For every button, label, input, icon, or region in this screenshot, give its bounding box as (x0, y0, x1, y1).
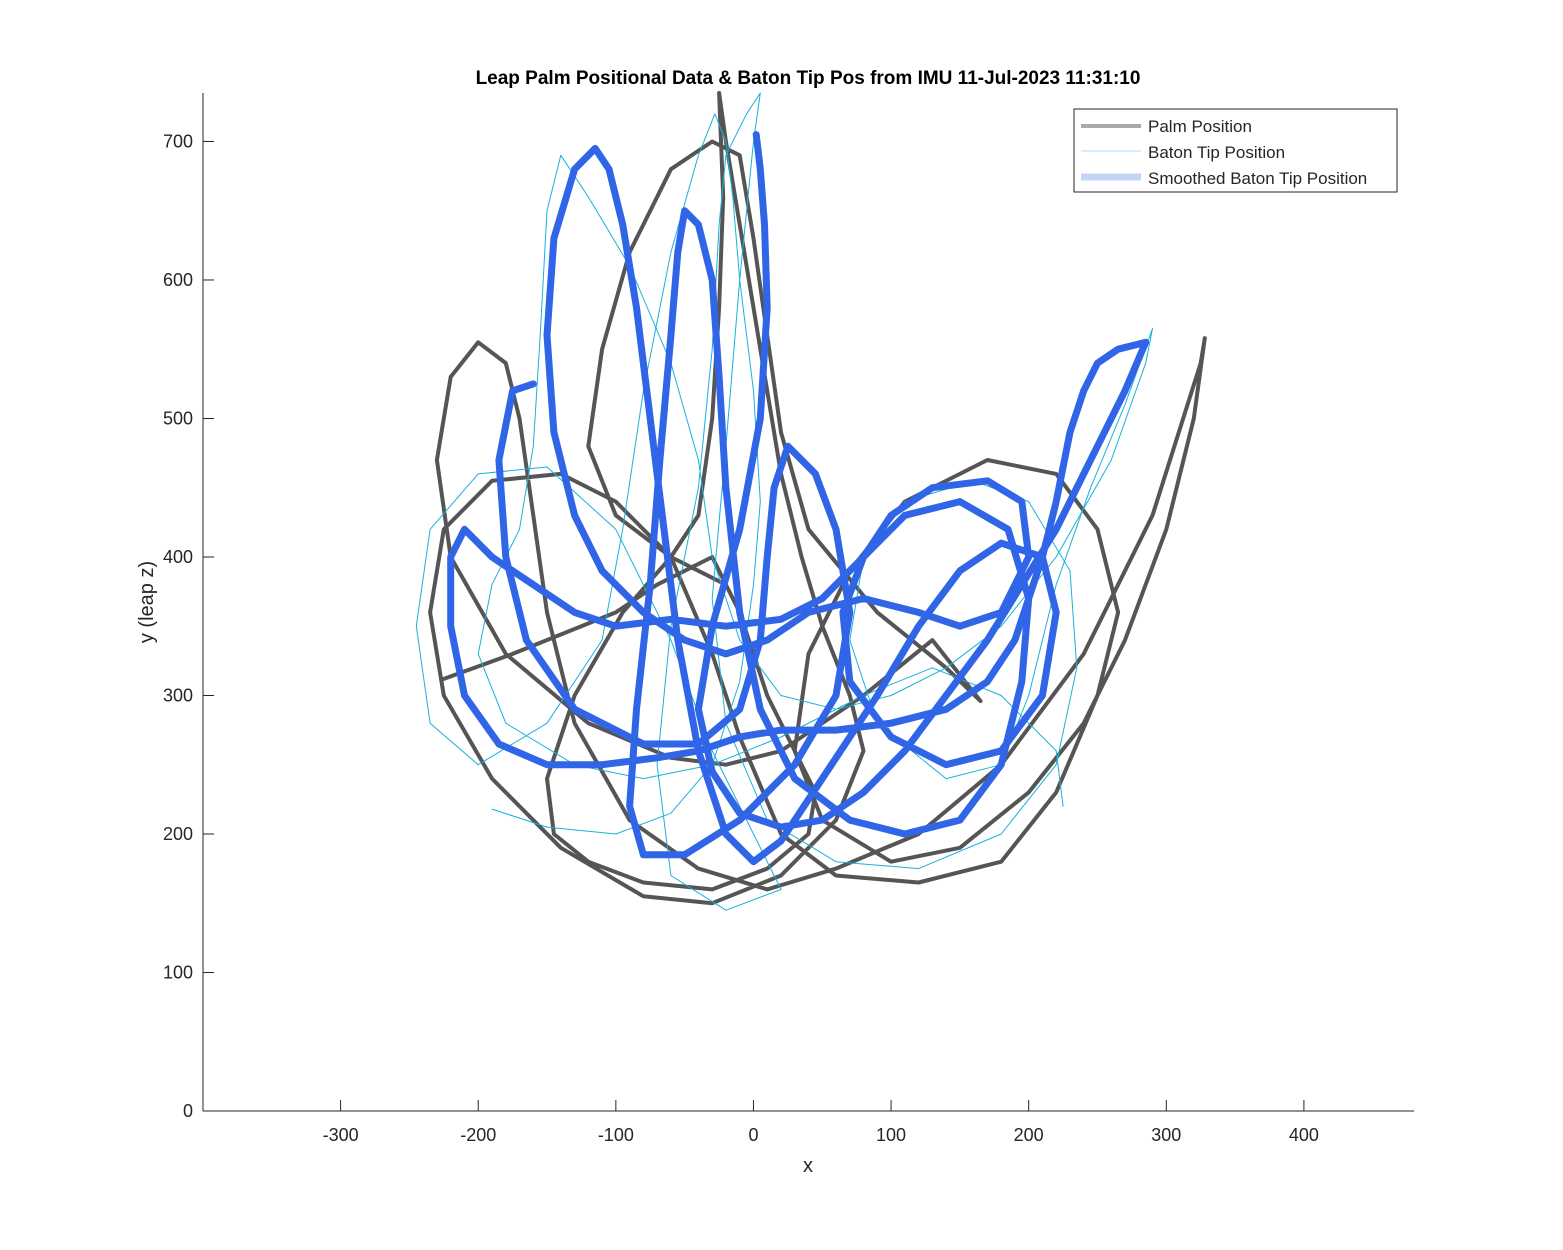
x-tick-label: 200 (1014, 1125, 1044, 1145)
y-tick-label: 100 (163, 962, 193, 982)
y-axis-label: y (leap z) (136, 561, 158, 643)
x-axis-label: x (803, 1155, 813, 1177)
x-tick-label: -100 (598, 1125, 634, 1145)
chart-title: Leap Palm Positional Data & Baton Tip Po… (476, 68, 1141, 89)
x-ticks: -300 -200 -100 0 100 200 300 400 (323, 1100, 1319, 1145)
plot-area (415, 91, 1207, 911)
x-tick-label: 100 (876, 1125, 906, 1145)
y-tick-label: 200 (163, 824, 193, 844)
x-tick-label: 400 (1289, 1125, 1319, 1145)
legend-label-smoothed: Smoothed Baton Tip Position (1148, 169, 1367, 188)
series-line-0 (428, 91, 1207, 906)
legend-label-palm: Palm Position (1148, 117, 1252, 136)
x-tick-label: -200 (460, 1125, 496, 1145)
y-ticks: 0 100 200 300 400 500 600 700 (163, 131, 214, 1121)
axes: -300 -200 -100 0 100 200 300 400 0 100 200 300 400 5… (163, 93, 1414, 1145)
legend-label-baton: Baton Tip Position (1148, 143, 1285, 162)
series-line-1 (415, 92, 1153, 911)
y-tick-label: 300 (163, 685, 193, 705)
y-tick-label: 700 (163, 131, 193, 151)
series-line-2 (447, 131, 1150, 866)
y-tick-label: 600 (163, 270, 193, 290)
x-tick-label: -300 (323, 1125, 359, 1145)
x-tick-label: 300 (1151, 1125, 1181, 1145)
y-tick-label: 500 (163, 408, 193, 428)
y-tick-label: 0 (183, 1101, 193, 1121)
x-tick-label: 0 (748, 1125, 758, 1145)
legend: Palm Position Baton Tip Position Smoothe… (1073, 108, 1398, 193)
y-tick-label: 400 (163, 547, 193, 567)
series-layer (415, 91, 1207, 911)
